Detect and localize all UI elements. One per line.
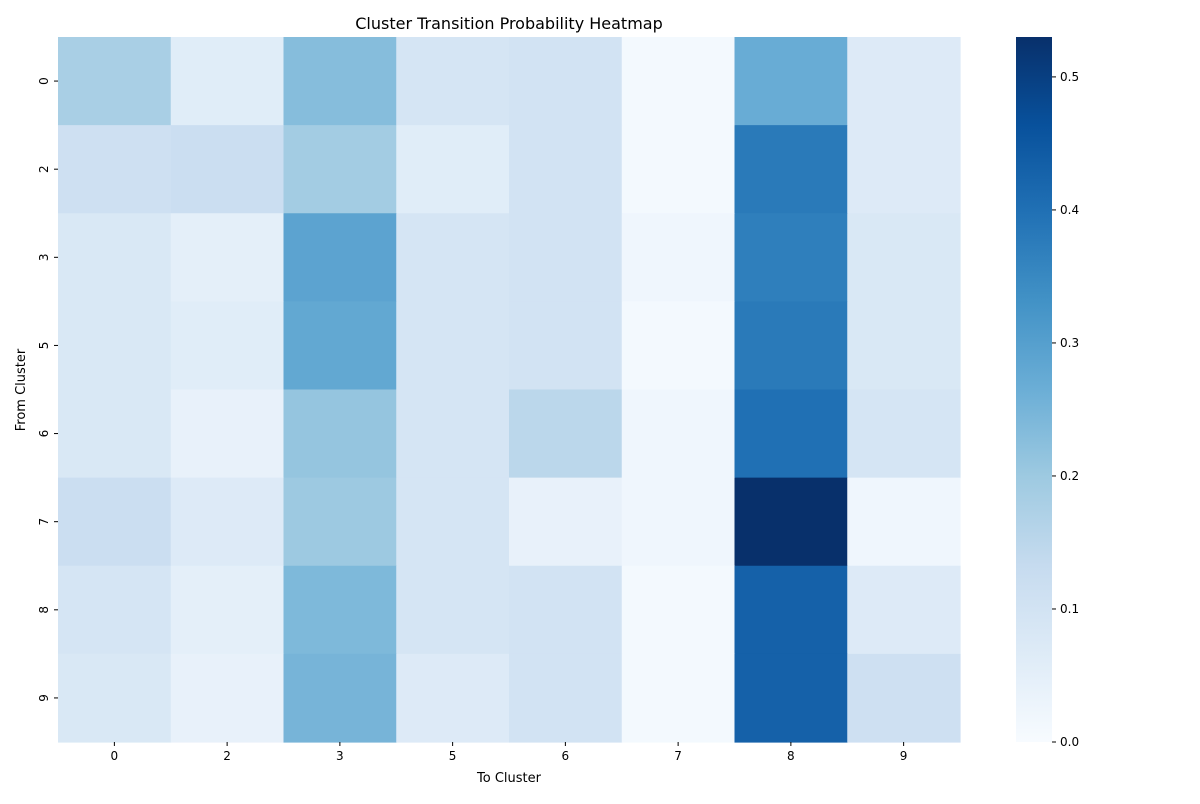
heatmap-cell [509, 389, 623, 479]
y-axis-label: From Cluster [14, 348, 29, 431]
y-axis-ticks: 0 2 3 5 6 7 8 9 [37, 77, 58, 702]
y-tick-label: 7 [37, 518, 51, 526]
y-tick-label: 0 [37, 77, 51, 85]
heatmap-cell [847, 301, 961, 391]
heatmap-cell [58, 565, 172, 655]
heatmap-cell [283, 653, 397, 743]
heatmap-cell [170, 213, 285, 302]
heatmap-cell [734, 213, 848, 302]
heatmap-cell [734, 301, 848, 391]
heatmap-cell [621, 653, 736, 743]
x-tick-label: 2 [223, 749, 231, 763]
heatmap-cell [396, 301, 510, 391]
colorbar-tick-label: 0.0 [1060, 735, 1079, 749]
chart-title: Cluster Transition Probability Heatmap [355, 14, 663, 33]
heatmap-cell [283, 213, 397, 302]
x-axis-ticks: 0 2 3 5 6 7 8 9 [111, 742, 908, 763]
heatmap-cell [734, 565, 848, 655]
heatmap-cell [58, 389, 172, 479]
heatmap-cell [847, 477, 961, 567]
heatmap-cell [509, 565, 623, 655]
heatmap-cell [847, 565, 961, 655]
y-tick-label: 3 [37, 253, 51, 261]
heatmap-cell [621, 213, 736, 302]
heatmap-cell [170, 653, 285, 743]
heatmap-cells [58, 37, 961, 743]
heatmap-cell [170, 301, 285, 391]
heatmap-cell [509, 653, 623, 743]
heatmap-cell [170, 477, 285, 567]
heatmap-cell [58, 477, 172, 567]
heatmap-cell [58, 301, 172, 391]
x-tick-label: 3 [336, 749, 344, 763]
heatmap-cell [283, 125, 397, 214]
y-tick-label: 5 [37, 342, 51, 350]
heatmap-cell [734, 37, 848, 126]
y-tick-label: 6 [37, 430, 51, 438]
x-tick-label: 8 [787, 749, 795, 763]
heatmap-cell [396, 653, 510, 743]
heatmap-cell [509, 37, 623, 126]
x-tick-label: 5 [449, 749, 457, 763]
heatmap-cell [621, 565, 736, 655]
colorbar-tick-label: 0.5 [1060, 70, 1079, 84]
heatmap-cell [170, 125, 285, 214]
heatmap-cell [58, 125, 172, 214]
colorbar-tick-label: 0.3 [1060, 336, 1079, 350]
heatmap-cell [847, 125, 961, 214]
x-tick-label: 7 [674, 749, 682, 763]
heatmap-cell [734, 653, 848, 743]
heatmap-cell [847, 653, 961, 743]
colorbar-tick-label: 0.2 [1060, 469, 1079, 483]
heatmap-cell [58, 37, 172, 126]
colorbar-ticks: 0.0 0.1 0.2 0.3 0.4 0.5 [1052, 70, 1079, 749]
heatmap-cell [621, 389, 736, 479]
heatmap-cell [847, 37, 961, 126]
y-tick-label: 8 [37, 606, 51, 614]
heatmap-cell [58, 653, 172, 743]
y-tick-label: 9 [37, 694, 51, 702]
x-tick-label: 6 [562, 749, 570, 763]
colorbar-tick-label: 0.1 [1060, 602, 1079, 616]
colorbar-tick-label: 0.4 [1060, 203, 1079, 217]
heatmap-cell [396, 213, 510, 302]
colorbar [1016, 37, 1052, 742]
heatmap-cell [396, 477, 510, 567]
y-tick-label: 2 [37, 165, 51, 173]
heatmap-cell [621, 301, 736, 391]
heatmap-cell [509, 213, 623, 302]
heatmap-cell [170, 565, 285, 655]
heatmap-cell [509, 125, 623, 214]
heatmap-cell [396, 389, 510, 479]
heatmap-cell [283, 565, 397, 655]
heatmap-cell [283, 477, 397, 567]
heatmap-cell [621, 477, 736, 567]
heatmap-cell [170, 37, 285, 126]
heatmap-cell [621, 125, 736, 214]
heatmap-cell [509, 301, 623, 391]
heatmap-cell [847, 389, 961, 479]
x-axis-label: To Cluster [476, 771, 542, 786]
heatmap-cell [509, 477, 623, 567]
heatmap-cell [734, 477, 848, 567]
heatmap-cell [58, 213, 172, 302]
heatmap-cell [396, 565, 510, 655]
x-tick-label: 0 [111, 749, 119, 763]
heatmap-cell [847, 213, 961, 302]
heatmap-cell [396, 37, 510, 126]
heatmap-cell [396, 125, 510, 214]
heatmap-cell [734, 389, 848, 479]
heatmap-cell [283, 389, 397, 479]
heatmap-cell [621, 37, 736, 126]
heatmap-cell [734, 125, 848, 214]
heatmap-cell [170, 389, 285, 479]
x-tick-label: 9 [900, 749, 908, 763]
heatmap-cell [283, 37, 397, 126]
heatmap-cell [283, 301, 397, 391]
